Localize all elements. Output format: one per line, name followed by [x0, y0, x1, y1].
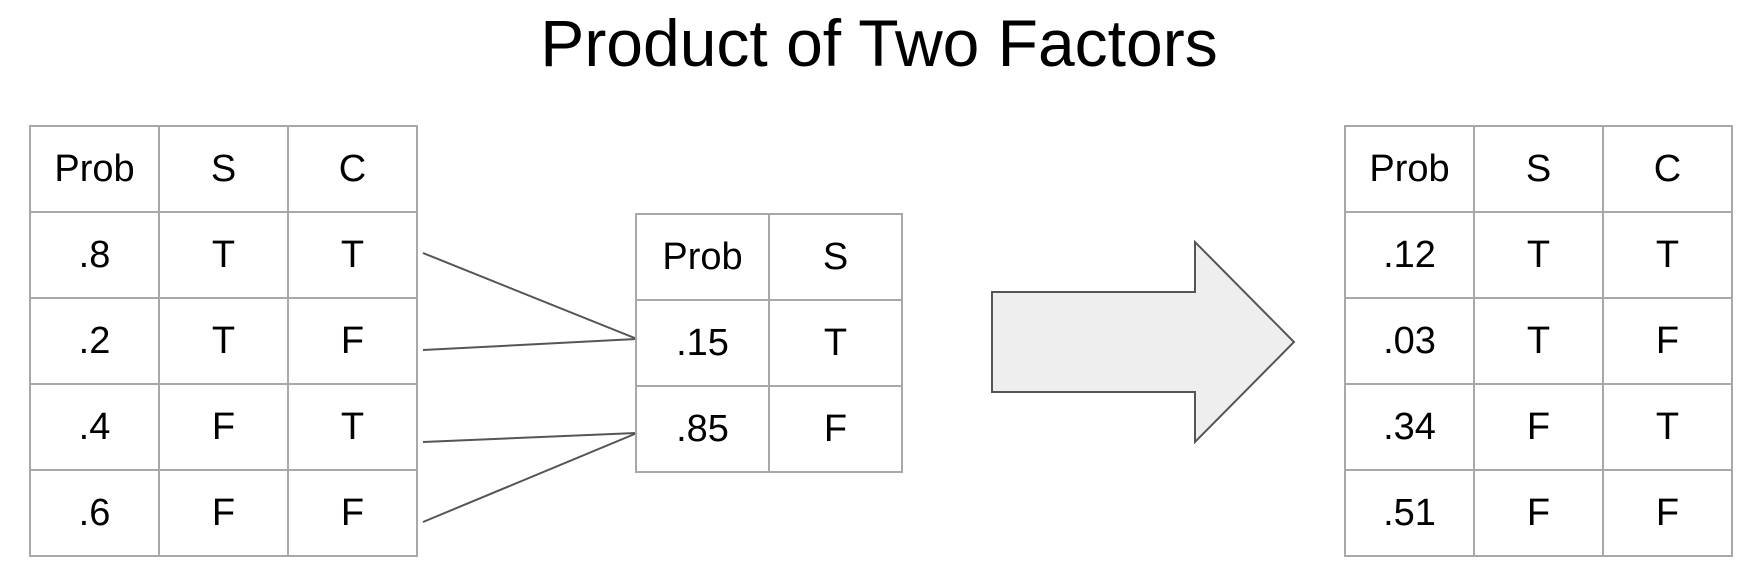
header-c: C — [1602, 125, 1733, 213]
cell-prob: .85 — [635, 385, 770, 473]
cell-c: T — [287, 211, 418, 299]
cell-s: T — [1473, 297, 1604, 385]
table-row: .34 F T — [1344, 383, 1733, 471]
header-prob: Prob — [29, 125, 160, 213]
connector-ft-to-f — [422, 432, 638, 443]
cell-c: F — [1602, 297, 1733, 385]
connector-tt-to-t — [422, 252, 638, 340]
cell-c: T — [287, 383, 418, 471]
header-s: S — [158, 125, 289, 213]
cell-prob: .34 — [1344, 383, 1475, 471]
cell-prob: .51 — [1344, 469, 1475, 557]
cell-s: T — [158, 297, 289, 385]
factor-s-table: Prob S .15 T .85 F — [635, 213, 903, 473]
header-s: S — [1473, 125, 1604, 213]
table-row: .15 T — [635, 299, 903, 387]
cell-s: T — [1473, 211, 1604, 299]
table-header-row: Prob S C — [29, 125, 418, 213]
cell-prob: .15 — [635, 299, 770, 387]
table-row: .85 F — [635, 385, 903, 473]
cell-s: T — [768, 299, 903, 387]
result-arrow-icon — [991, 239, 1296, 445]
table-header-row: Prob S — [635, 213, 903, 301]
cell-prob: .6 — [29, 469, 160, 557]
cell-c: F — [287, 469, 418, 557]
header-prob: Prob — [1344, 125, 1475, 213]
connector-ff-to-f — [422, 432, 638, 523]
cell-c: T — [1602, 383, 1733, 471]
cell-prob: .8 — [29, 211, 160, 299]
cell-s: T — [158, 211, 289, 299]
table-row: .51 F F — [1344, 469, 1733, 557]
factor-s-c-table: Prob S C .8 T T .2 T F .4 F T .6 F F — [29, 125, 418, 557]
table-row: .4 F T — [29, 383, 418, 471]
cell-c: T — [1602, 211, 1733, 299]
cell-prob: .03 — [1344, 297, 1475, 385]
product-table: Prob S C .12 T T .03 T F .34 F T .51 F F — [1344, 125, 1733, 557]
cell-c: F — [1602, 469, 1733, 557]
cell-c: F — [287, 297, 418, 385]
table-row: .12 T T — [1344, 211, 1733, 299]
table-header-row: Prob S C — [1344, 125, 1733, 213]
table-row: .2 T F — [29, 297, 418, 385]
header-c: C — [287, 125, 418, 213]
diagram-title: Product of Two Factors — [540, 6, 1218, 80]
cell-s: F — [1473, 469, 1604, 557]
cell-prob: .4 — [29, 383, 160, 471]
header-prob: Prob — [635, 213, 770, 301]
cell-prob: .2 — [29, 297, 160, 385]
cell-prob: .12 — [1344, 211, 1475, 299]
table-row: .8 T T — [29, 211, 418, 299]
table-row: .6 F F — [29, 469, 418, 557]
cell-s: F — [158, 383, 289, 471]
cell-s: F — [768, 385, 903, 473]
cell-s: F — [1473, 383, 1604, 471]
table-row: .03 T F — [1344, 297, 1733, 385]
connector-tf-to-t — [422, 338, 638, 351]
header-s: S — [768, 213, 903, 301]
cell-s: F — [158, 469, 289, 557]
